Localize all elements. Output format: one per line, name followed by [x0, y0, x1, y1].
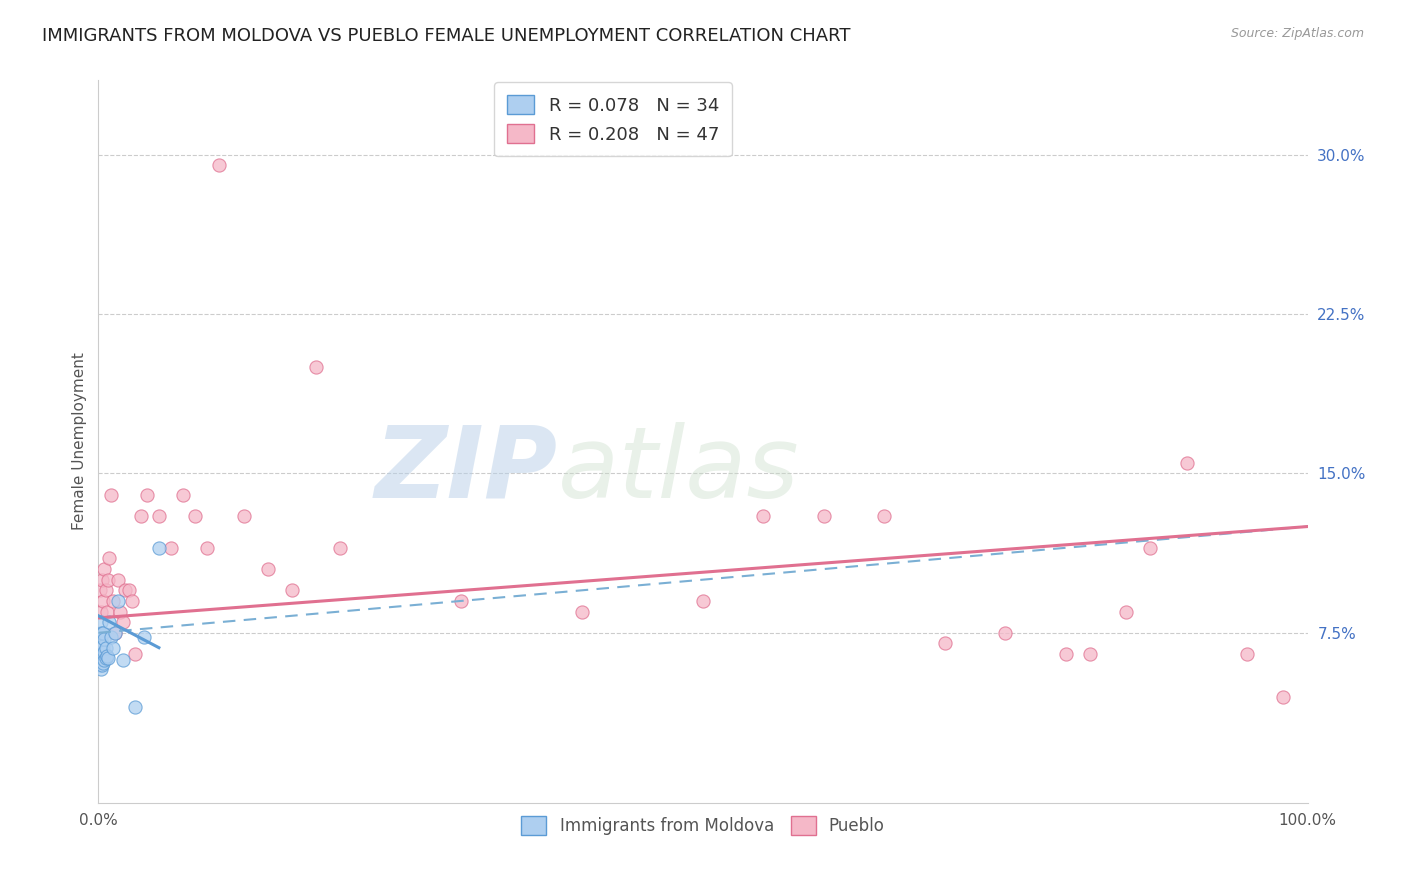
Point	[91, 645, 114, 659]
Point	[91, 639, 114, 653]
Point	[90, 628, 112, 642]
Point	[91, 594, 114, 608]
Point	[134, 630, 156, 644]
Point	[571, 605, 593, 619]
Point	[94, 583, 117, 598]
Point	[107, 573, 129, 587]
Point	[256, 562, 278, 576]
Point	[208, 158, 231, 172]
Point	[1236, 647, 1258, 661]
Point	[195, 541, 218, 555]
Point	[873, 508, 896, 523]
Point	[91, 625, 114, 640]
Point	[111, 653, 134, 667]
Point	[104, 625, 127, 640]
Point	[107, 594, 129, 608]
Point	[148, 508, 170, 523]
Point	[91, 647, 114, 661]
Point	[93, 632, 115, 647]
Point	[90, 653, 112, 667]
Point	[104, 625, 127, 640]
Point	[232, 508, 254, 523]
Point	[101, 640, 124, 655]
Point	[329, 541, 352, 555]
Point	[692, 594, 714, 608]
Point	[450, 594, 472, 608]
Point	[93, 562, 115, 576]
Text: Source: ZipAtlas.com: Source: ZipAtlas.com	[1230, 27, 1364, 40]
Point	[101, 594, 124, 608]
Point	[118, 583, 141, 598]
Point	[98, 615, 121, 630]
Point	[96, 649, 118, 664]
Point	[90, 662, 112, 676]
Point	[89, 583, 111, 598]
Point	[1139, 541, 1161, 555]
Point	[89, 640, 111, 655]
Point	[89, 625, 111, 640]
Point	[1078, 647, 1101, 661]
Point	[94, 651, 117, 665]
Point	[114, 583, 136, 598]
Y-axis label: Female Unemployment: Female Unemployment	[72, 352, 87, 531]
Point	[1115, 605, 1137, 619]
Point	[90, 645, 112, 659]
Point	[91, 625, 114, 640]
Point	[100, 488, 122, 502]
Point	[90, 605, 112, 619]
Point	[96, 605, 118, 619]
Point	[172, 488, 194, 502]
Point	[1054, 647, 1077, 661]
Point	[934, 636, 956, 650]
Point	[121, 594, 143, 608]
Point	[111, 615, 134, 630]
Point	[160, 541, 183, 555]
Point	[91, 573, 114, 587]
Point	[91, 657, 114, 672]
Point	[184, 508, 207, 523]
Text: ZIP: ZIP	[375, 422, 558, 519]
Point	[124, 700, 146, 714]
Text: atlas: atlas	[558, 422, 800, 519]
Point	[90, 636, 112, 650]
Point	[135, 488, 157, 502]
Point	[89, 657, 111, 672]
Point	[108, 605, 131, 619]
Point	[1272, 690, 1295, 704]
Point	[148, 541, 170, 555]
Point	[1175, 456, 1198, 470]
Point	[91, 656, 114, 670]
Point	[124, 647, 146, 661]
Point	[94, 640, 117, 655]
Point	[93, 653, 115, 667]
Point	[91, 651, 114, 665]
Point	[305, 360, 328, 375]
Point	[994, 625, 1017, 640]
Point	[90, 615, 112, 630]
Point	[91, 636, 114, 650]
Legend: Immigrants from Moldova, Pueblo: Immigrants from Moldova, Pueblo	[512, 806, 894, 845]
Point	[752, 508, 775, 523]
Point	[98, 551, 121, 566]
Point	[129, 508, 152, 523]
Text: IMMIGRANTS FROM MOLDOVA VS PUEBLO FEMALE UNEMPLOYMENT CORRELATION CHART: IMMIGRANTS FROM MOLDOVA VS PUEBLO FEMALE…	[42, 27, 851, 45]
Point	[97, 651, 120, 665]
Point	[100, 630, 122, 644]
Point	[93, 645, 115, 659]
Point	[281, 583, 304, 598]
Point	[813, 508, 835, 523]
Point	[97, 573, 120, 587]
